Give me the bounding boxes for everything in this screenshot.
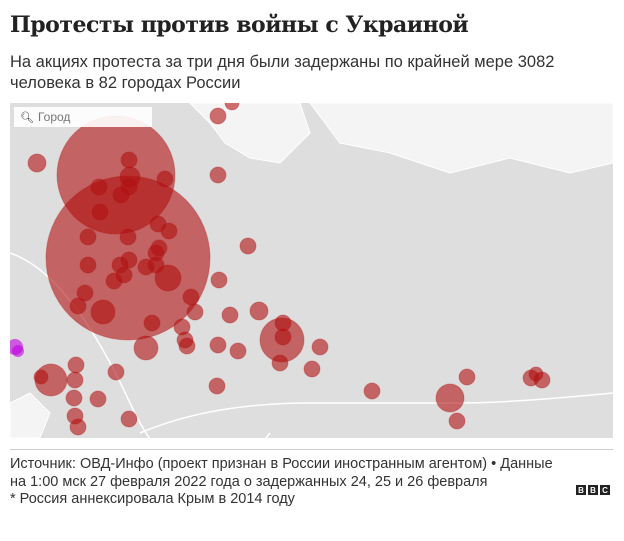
protest-circle[interactable] [112,186,130,204]
protest-circle[interactable] [76,284,94,302]
protest-circle[interactable] [69,418,87,436]
protest-circle[interactable] [363,382,381,400]
protest-circle[interactable] [154,264,182,292]
protest-circle[interactable] [79,228,97,246]
protest-circle[interactable] [160,222,178,240]
protest-circle[interactable] [274,328,292,346]
protest-circle[interactable] [224,103,240,111]
protest-circle[interactable] [69,297,87,315]
page-subtitle: На акциях протеста за три дня были задер… [10,53,555,92]
protest-circle[interactable] [67,356,85,374]
protest-circle[interactable] [303,360,321,378]
protest-circle[interactable] [107,363,125,381]
protest-circle[interactable] [79,256,97,274]
arctic-ocean [309,103,613,174]
protest-circle[interactable] [271,354,289,372]
protest-circle[interactable] [90,299,116,325]
protest-map[interactable]: 🔍︎ [10,103,613,438]
protest-circle[interactable] [229,342,247,360]
protest-circle[interactable] [221,306,239,324]
white-sea [189,103,311,164]
crimea-circle[interactable] [12,345,24,357]
protest-circle[interactable] [209,336,227,354]
protest-circle[interactable] [210,271,228,289]
protest-circle[interactable] [137,258,155,276]
protest-circle[interactable] [66,371,84,389]
protest-circle[interactable] [186,303,204,321]
border-line [139,392,613,434]
protest-circle[interactable] [239,237,257,255]
protest-circle[interactable] [209,166,227,184]
protest-circle[interactable] [150,239,168,257]
protest-circle[interactable] [33,369,49,385]
black-sea [10,392,51,438]
protest-circle[interactable] [133,335,159,361]
page-title: Протесты против войны с Украиной [10,12,469,38]
city-search[interactable]: 🔍︎ [14,107,152,127]
crimea-note: * Россия аннексировала Крым в 2014 году [10,491,295,507]
protest-circle[interactable] [120,410,138,428]
protest-circle[interactable] [119,228,137,246]
protest-circle[interactable] [458,368,476,386]
protest-circle[interactable] [90,178,108,196]
protest-circle[interactable] [533,371,551,389]
protest-circle[interactable] [27,153,47,173]
footer: Источник: ОВД-Инфо (проект признан в Рос… [10,456,570,509]
protest-circle[interactable] [120,151,138,169]
bbc-logo: B B C [576,485,610,495]
search-icon: 🔍︎ [20,111,34,124]
protest-circle[interactable] [89,390,107,408]
protest-circle[interactable] [182,288,200,306]
city-search-input[interactable] [33,110,138,124]
divider [10,449,613,450]
map-canvas [10,103,613,438]
protest-circle[interactable] [208,377,226,395]
protest-circle[interactable] [435,383,465,413]
protest-circle[interactable] [105,272,123,290]
protest-circle[interactable] [91,203,109,221]
protest-circle[interactable] [156,170,174,188]
protest-circle[interactable] [143,314,161,332]
protest-circle[interactable] [176,331,194,349]
protest-circle[interactable] [209,107,227,125]
protest-circle[interactable] [65,389,83,407]
protest-circle[interactable] [448,412,466,430]
protest-circle[interactable] [311,338,329,356]
source-text: Источник: ОВД-Инфо (проект признан в Рос… [10,456,553,490]
protest-circle[interactable] [249,301,269,321]
